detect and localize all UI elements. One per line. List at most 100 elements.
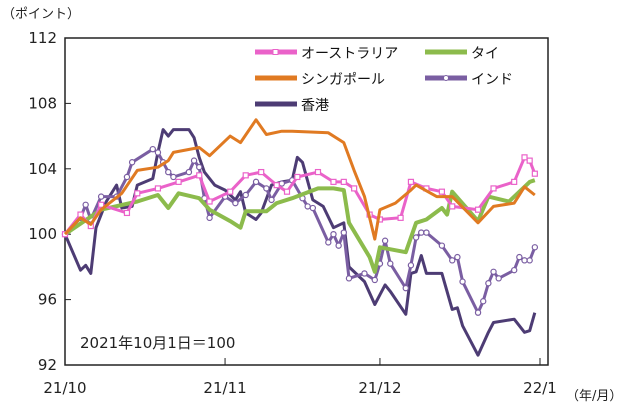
data-point xyxy=(97,193,105,200)
data-point xyxy=(154,185,162,192)
y-axis-label: （ポイント） xyxy=(2,7,80,22)
data-point xyxy=(474,309,482,316)
data-point xyxy=(371,276,378,284)
data-point xyxy=(340,178,347,185)
data-point xyxy=(407,178,415,185)
data-point xyxy=(165,168,172,176)
series-line xyxy=(63,147,537,315)
data-point xyxy=(495,275,502,282)
data-point xyxy=(185,168,193,176)
legend-label: インド xyxy=(471,72,513,88)
data-point xyxy=(438,188,446,195)
data-point xyxy=(516,253,523,261)
data-point xyxy=(283,188,291,195)
legend-label: 香港 xyxy=(301,98,329,114)
data-point xyxy=(304,203,311,210)
data-point xyxy=(510,266,518,274)
legend-label: シンガポール xyxy=(301,72,385,88)
data-point xyxy=(134,190,141,197)
data-point xyxy=(412,234,420,241)
data-point xyxy=(485,280,492,287)
data-point xyxy=(423,229,430,236)
data-point xyxy=(402,284,409,292)
data-point xyxy=(459,278,466,285)
data-point xyxy=(294,173,301,181)
legend-marker xyxy=(272,49,279,55)
data-point xyxy=(449,203,456,210)
data-point xyxy=(242,191,249,199)
data-point xyxy=(474,206,482,213)
data-point xyxy=(526,157,533,164)
data-point xyxy=(418,229,425,236)
data-point xyxy=(407,262,415,269)
data-point xyxy=(438,242,446,249)
y-tick-label: 100 xyxy=(28,225,57,243)
series-3 xyxy=(61,145,539,316)
data-point xyxy=(196,163,203,171)
x-axis-label: （年/月） xyxy=(566,389,622,404)
data-point xyxy=(82,201,89,208)
series-4 xyxy=(63,128,537,357)
y-tick-label: 104 xyxy=(28,160,57,178)
series-0 xyxy=(61,154,538,238)
data-point xyxy=(196,172,203,179)
x-tick-label: 21/11 xyxy=(203,379,246,397)
y-tick-label: 92 xyxy=(38,356,57,374)
data-point xyxy=(521,257,528,264)
data-point xyxy=(242,172,249,179)
data-point xyxy=(330,230,337,238)
data-point xyxy=(123,209,131,217)
data-point xyxy=(351,185,358,192)
data-point xyxy=(273,182,280,189)
data-point xyxy=(268,196,275,204)
x-tick-label: 22/1 xyxy=(523,379,557,397)
data-point xyxy=(154,149,162,156)
legend-label: タイ xyxy=(471,46,499,62)
data-point xyxy=(397,214,404,221)
data-point xyxy=(263,185,270,192)
series-line xyxy=(63,128,537,357)
series-2 xyxy=(63,118,536,241)
data-point xyxy=(340,229,348,236)
x-tick-label: 21/10 xyxy=(43,379,86,397)
data-point xyxy=(325,239,332,246)
data-point xyxy=(98,201,105,208)
x-tick-label: 21/12 xyxy=(358,379,401,397)
data-point xyxy=(190,157,198,164)
data-point xyxy=(309,204,317,212)
legend-marker xyxy=(443,75,449,81)
data-point xyxy=(511,178,518,185)
y-tick-label: 108 xyxy=(28,94,57,112)
data-point xyxy=(252,178,260,186)
data-point xyxy=(361,270,368,277)
data-point xyxy=(531,244,539,251)
data-point xyxy=(170,173,177,181)
data-point xyxy=(526,257,533,264)
data-point xyxy=(335,242,342,249)
y-tick-label: 96 xyxy=(38,291,57,309)
data-point xyxy=(531,170,538,177)
data-point xyxy=(278,180,286,187)
data-point xyxy=(149,145,156,153)
data-point xyxy=(345,275,353,282)
data-point xyxy=(490,268,497,276)
data-point xyxy=(206,198,213,205)
data-point xyxy=(123,173,131,181)
base-annotation: 2021年10月1日＝100 xyxy=(80,334,235,352)
data-point xyxy=(227,188,234,195)
data-point xyxy=(258,168,265,176)
plot-frame xyxy=(64,37,549,366)
legend-label: オーストラリア xyxy=(301,46,398,62)
data-point xyxy=(521,154,528,161)
data-point xyxy=(480,298,487,305)
y-tick-label: 112 xyxy=(28,29,57,47)
data-point xyxy=(175,178,182,185)
data-point xyxy=(232,199,239,207)
data-point xyxy=(381,237,389,244)
data-point xyxy=(387,260,394,267)
data-point xyxy=(454,253,461,261)
data-point xyxy=(490,185,497,192)
data-point xyxy=(206,214,213,222)
